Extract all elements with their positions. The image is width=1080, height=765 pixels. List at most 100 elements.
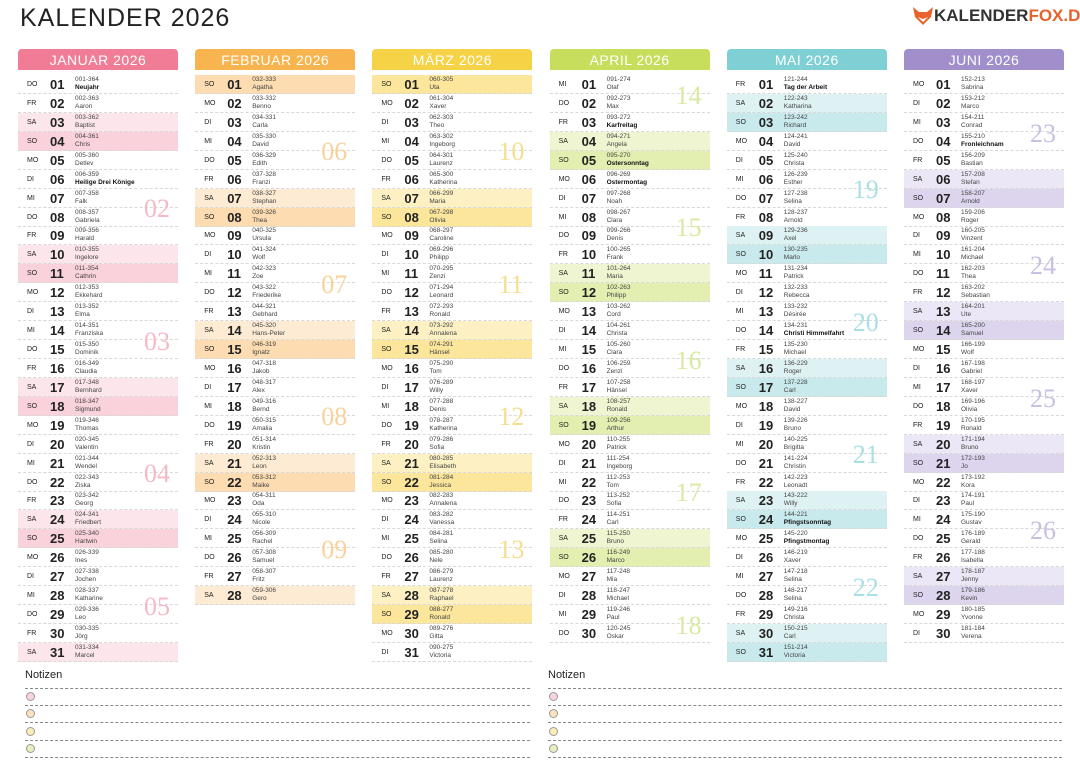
weekday: MO bbox=[204, 99, 216, 107]
week-number: 16 bbox=[675, 345, 702, 375]
weekday: SA bbox=[735, 629, 746, 637]
day-row: DI 16 167-198 Gabriel bbox=[904, 359, 1064, 378]
day-row: SA 23 143-222 Willy bbox=[726, 491, 887, 511]
day-of-year: 111-254 bbox=[606, 454, 630, 462]
day-row: SO 12 102-263 Philipp bbox=[549, 283, 710, 303]
day-number: 08 bbox=[50, 209, 65, 225]
weekday: MO bbox=[27, 421, 39, 429]
day-number: 22 bbox=[227, 474, 242, 490]
day-row: SA 16 136-229 Roger bbox=[726, 358, 887, 378]
weekday: DI bbox=[27, 308, 34, 316]
day-number: 29 bbox=[50, 607, 65, 623]
weekday: DI bbox=[27, 175, 34, 183]
note-line bbox=[25, 739, 530, 741]
day-row: MI 20 140-225 Brigitta bbox=[726, 435, 887, 454]
name-day: Franziska bbox=[75, 330, 104, 338]
day-row: MO 15 166-199 Wolf bbox=[904, 340, 1064, 360]
name-day: Conrad bbox=[961, 121, 983, 129]
day-of-year: 005-360 bbox=[75, 151, 99, 159]
day-row: MO 04 124-241 David bbox=[726, 132, 887, 151]
weekday: SA bbox=[204, 194, 214, 202]
name-day: Hartwin bbox=[75, 538, 98, 546]
day-number: 09 bbox=[581, 228, 597, 244]
day-row: FR 06 037-328 Franzi bbox=[195, 170, 356, 189]
day-row: SO 14 165-200 Samuel bbox=[904, 321, 1064, 341]
day-number: 15 bbox=[404, 342, 419, 358]
weekday: SO bbox=[204, 346, 215, 354]
weekday: DI bbox=[913, 99, 920, 107]
day-number: 05 bbox=[581, 152, 597, 168]
name-day: Carla bbox=[252, 121, 268, 129]
name-day: Richard bbox=[783, 121, 807, 129]
day-row: SA 28 087-278 Raphael bbox=[372, 586, 533, 606]
weekday: MI bbox=[735, 175, 744, 183]
day-of-year: 100-265 bbox=[606, 246, 631, 254]
day-of-year: 083-282 bbox=[429, 511, 454, 519]
day-row: DI 10 041-324 Wolf bbox=[195, 245, 356, 265]
day-number: 06 bbox=[758, 171, 774, 187]
name-day: Nele bbox=[429, 557, 443, 565]
weekday: DO bbox=[27, 213, 38, 221]
name-day: Bruno bbox=[961, 443, 979, 451]
day-row: MI 27 147-218 Selina bbox=[726, 567, 887, 587]
day-number: 26 bbox=[50, 550, 65, 566]
day-number: 12 bbox=[50, 285, 65, 301]
day-of-year: 113-252 bbox=[606, 492, 630, 500]
weekday: DI bbox=[204, 251, 212, 259]
name-day: Noah bbox=[606, 197, 623, 205]
day-number: 13 bbox=[581, 304, 597, 320]
day-of-year: 139-226 bbox=[783, 416, 808, 424]
day-of-year: 047-318 bbox=[252, 359, 277, 367]
day-number: 19 bbox=[404, 417, 419, 433]
name-day: Olivia bbox=[961, 405, 978, 413]
week-number: 03 bbox=[144, 326, 170, 356]
month-header: APRIL 2026 bbox=[549, 49, 710, 70]
day-of-year: 105-260 bbox=[606, 341, 631, 349]
name-day: Theo bbox=[429, 121, 445, 129]
week-number: 14 bbox=[675, 80, 702, 110]
week-number: 02 bbox=[144, 194, 170, 224]
weekday: FR bbox=[735, 81, 746, 88]
day-row: FR 23 023-342 Georg bbox=[18, 491, 178, 511]
name-day: Philipp bbox=[606, 292, 627, 300]
weekday: DO bbox=[913, 402, 924, 410]
day-number: 19 bbox=[758, 417, 774, 433]
day-number: 08 bbox=[227, 209, 242, 225]
name-day: Hans-Peter bbox=[252, 330, 286, 338]
weekday: SA bbox=[204, 327, 214, 335]
day-number: 30 bbox=[758, 625, 774, 641]
day-row: DI 31 090-275 Victoria bbox=[372, 643, 533, 662]
name-day: Jessica bbox=[429, 481, 452, 489]
day-of-year: 150-215 bbox=[783, 624, 808, 632]
name-day: Paul bbox=[961, 500, 975, 508]
name-day: Verena bbox=[961, 632, 982, 640]
weekday: SA bbox=[27, 118, 37, 126]
day-of-year: 144-221 bbox=[783, 511, 808, 519]
weekday: SO bbox=[204, 213, 215, 221]
day-row: SA 30 150-215 Carl bbox=[726, 623, 887, 643]
day-row: DO 11 162-203 Thea bbox=[904, 264, 1064, 284]
day-number: 03 bbox=[227, 114, 242, 130]
day-of-year: 002-363 bbox=[75, 94, 99, 102]
weekday: SO bbox=[913, 459, 924, 467]
day-of-year: 129-236 bbox=[783, 227, 808, 235]
weekday: MO bbox=[735, 270, 748, 278]
day-row: DO 07 127-238 Selina bbox=[726, 189, 887, 208]
weekday: DO bbox=[735, 194, 747, 202]
weekday: SO bbox=[27, 137, 38, 145]
day-row: SA 02 122-243 Katharina bbox=[726, 93, 887, 113]
name-day: Isabella bbox=[961, 557, 984, 565]
weekday: MI bbox=[204, 402, 212, 410]
day-number: 25 bbox=[936, 531, 951, 547]
day-row: DI 05 125-240 Christa bbox=[726, 151, 887, 170]
weekday: SO bbox=[735, 251, 746, 259]
day-number: 11 bbox=[758, 266, 773, 282]
day-row: FR 17 107-258 Hänsel bbox=[549, 378, 710, 397]
name-day: David bbox=[252, 140, 269, 148]
day-row: DI 06 006-359 Heilige Drei Könige bbox=[18, 170, 178, 189]
name-day: Bruno bbox=[783, 424, 802, 432]
day-of-year: 044-321 bbox=[252, 303, 277, 311]
weekday: MO bbox=[735, 137, 748, 145]
weekday: MO bbox=[558, 175, 570, 183]
weekday: SA bbox=[204, 459, 214, 467]
